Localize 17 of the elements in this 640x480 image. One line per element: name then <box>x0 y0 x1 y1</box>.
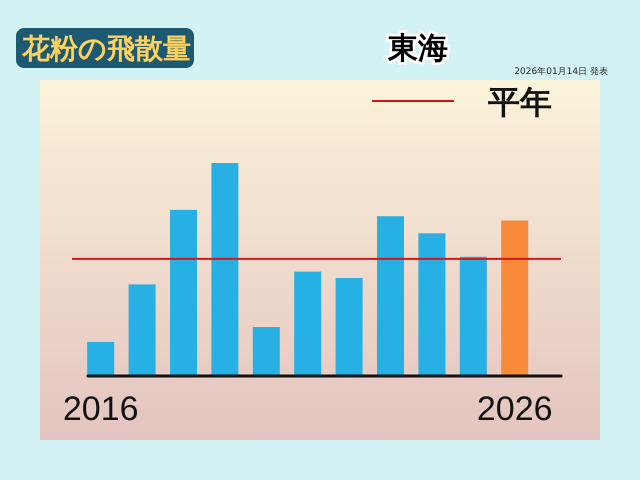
bar <box>211 163 238 376</box>
bar <box>418 233 446 376</box>
bar <box>252 327 280 376</box>
chart-title: 花粉の飛散量 <box>21 32 191 65</box>
text: 2026年01月14日 発表 <box>514 66 608 77</box>
bar <box>501 220 528 376</box>
x-tick-label: 2026 <box>476 390 553 428</box>
bar <box>336 278 363 376</box>
x-tick-label: 2016 <box>62 390 139 428</box>
bar <box>460 256 487 376</box>
bar <box>128 284 156 376</box>
bar <box>170 210 197 376</box>
bar <box>377 216 404 376</box>
chart-subtitle: 東海 <box>387 31 448 66</box>
legend-label: 平年 <box>487 83 552 121</box>
bar <box>294 272 322 376</box>
bar <box>87 342 114 376</box>
